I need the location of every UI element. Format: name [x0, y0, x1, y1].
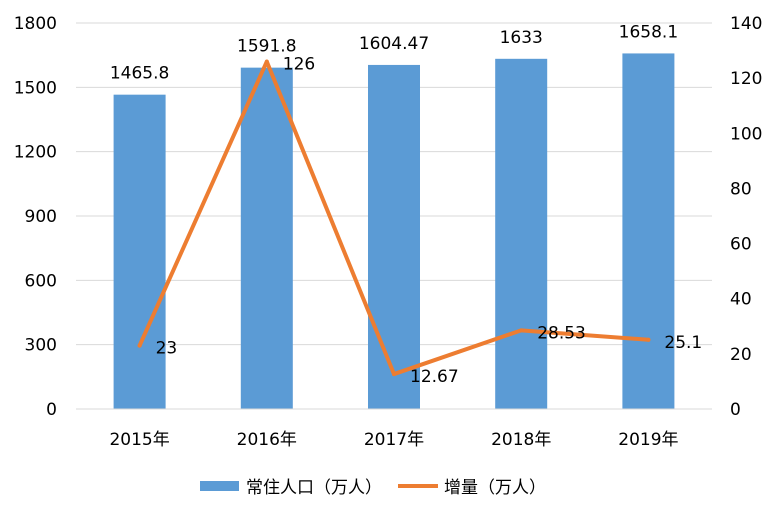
bar: [240, 67, 293, 409]
right-axis-ticks: 0 20 40 60 80 100 120 140: [730, 14, 762, 420]
x-axis-ticks: 2015年 2016年 2017年 2018年 2019年: [109, 430, 678, 450]
line-point: [264, 59, 269, 64]
right-tick-label: 0: [730, 400, 741, 420]
line-value-label: 25.1: [664, 333, 702, 353]
legend-bar-swatch: [200, 481, 239, 491]
legend: 常住人口（万人） 增量（万人）: [200, 478, 546, 498]
x-tick-label: 2016年: [237, 430, 297, 450]
line-point: [392, 372, 396, 377]
bar: [113, 94, 166, 410]
right-tick-label: 60: [730, 235, 752, 255]
right-tick-label: 120: [730, 69, 762, 89]
left-tick-label: 1200: [14, 143, 57, 163]
bar-value-label: 1658.1: [619, 22, 678, 42]
right-tick-label: 40: [730, 290, 752, 310]
right-tick-label: 100: [730, 124, 762, 144]
legend-line-label: 增量（万人）: [444, 478, 546, 498]
line-point: [519, 328, 524, 333]
left-tick-label: 0: [46, 400, 57, 420]
line-point: [646, 337, 651, 342]
right-tick-label: 20: [730, 345, 752, 365]
bar-value-label: 1591.8: [237, 37, 296, 57]
bar-data-labels: 1465.8 1591.8 1604.47 1633 1658.1: [110, 22, 678, 83]
legend-bar-label: 常住人口（万人）: [246, 478, 382, 498]
line-point: [137, 343, 142, 348]
left-tick-label: 1500: [14, 78, 57, 98]
line-value-label: 23: [156, 339, 178, 359]
left-tick-label: 900: [25, 207, 57, 227]
right-tick-label: 140: [730, 14, 762, 34]
bar: [495, 58, 548, 409]
line-value-label: 28.53: [537, 323, 586, 343]
left-tick-label: 300: [25, 336, 57, 356]
x-tick-label: 2015年: [109, 430, 169, 450]
left-tick-label: 1800: [14, 14, 57, 34]
bar-value-label: 1465.8: [110, 64, 169, 84]
x-tick-label: 2018年: [491, 430, 551, 450]
bar: [622, 53, 675, 410]
line-value-label: 12.67: [410, 367, 459, 387]
bar-value-label: 1604.47: [359, 34, 429, 54]
line-value-label: 126: [283, 55, 315, 75]
left-tick-label: 600: [25, 271, 57, 291]
bar: [368, 64, 420, 409]
left-axis-ticks: 0 300 600 900 1200 1500 1800: [14, 14, 57, 420]
right-tick-label: 80: [730, 179, 752, 199]
line-data-labels: 23 126 12.67 28.53 25.1: [156, 55, 703, 387]
x-tick-label: 2017年: [364, 430, 424, 450]
bar-series: [113, 53, 675, 410]
x-tick-label: 2019年: [618, 430, 678, 450]
line-series: [137, 59, 651, 377]
bar-value-label: 1633: [500, 28, 543, 48]
